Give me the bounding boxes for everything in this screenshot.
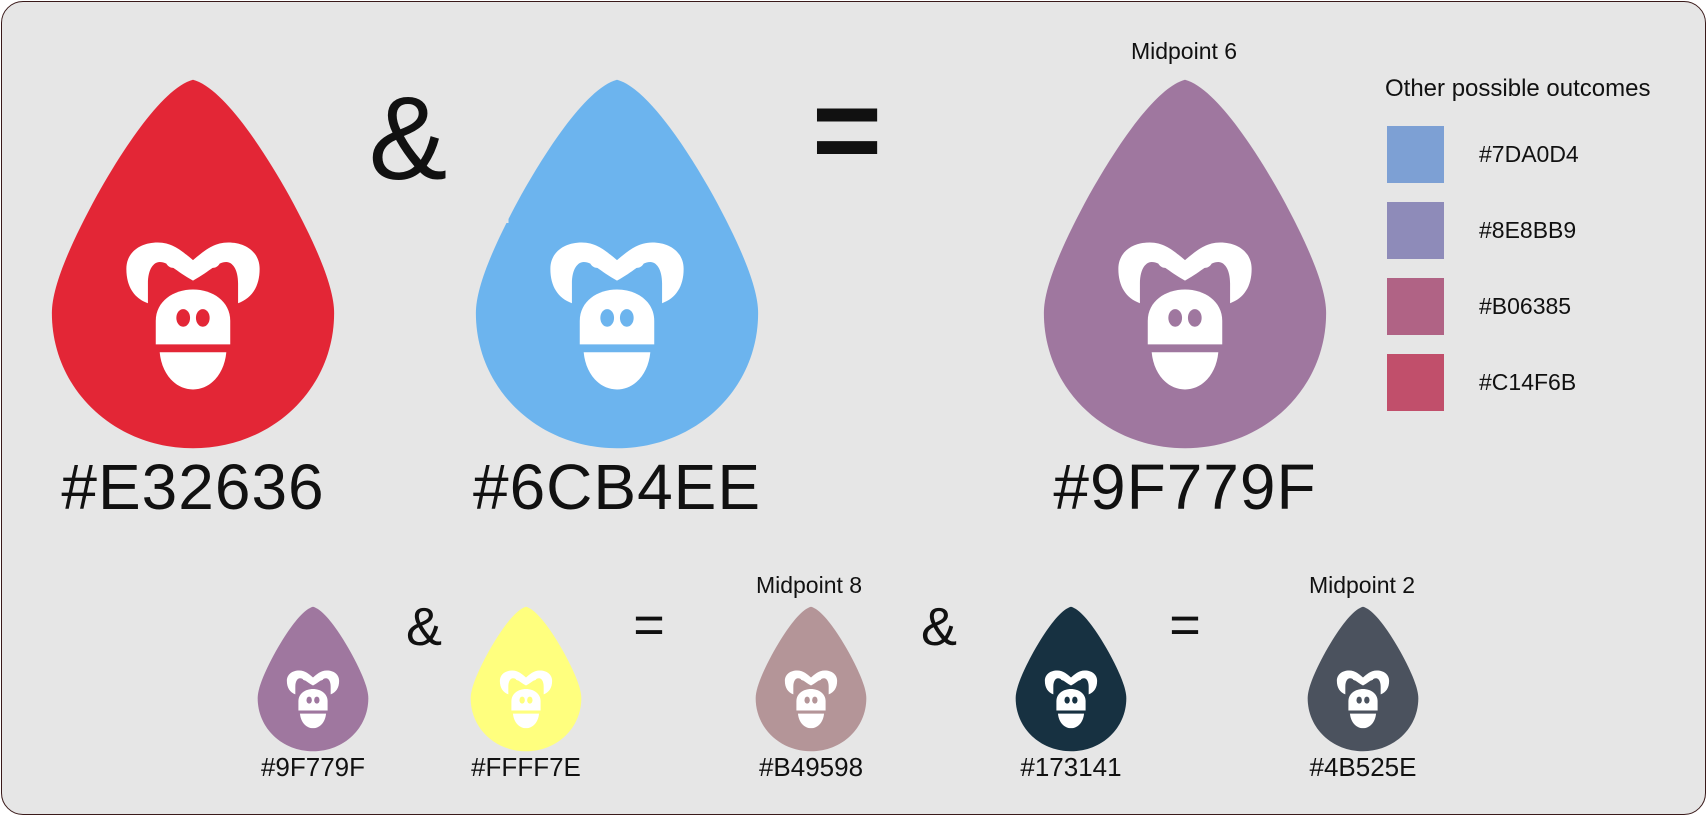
color-hex-label: #B49598 [758, 752, 864, 782]
gorilla-drop-icon [753, 606, 869, 752]
color-swatch [1387, 202, 1444, 259]
color-swatch [1387, 126, 1444, 183]
gorilla-drop-icon [470, 76, 764, 452]
color-hex-label: #FFFF7E [471, 752, 581, 782]
gorilla-drop-icon [1038, 76, 1332, 452]
gorilla-drop-icon [1013, 606, 1129, 752]
gorilla-drop-icon [46, 76, 340, 452]
ampersand-symbol: & [368, 73, 448, 205]
legend-title: Other possible outcomes [1385, 75, 1651, 102]
ampersand-symbol: & [920, 597, 958, 657]
color-hex-label: #9F779F [260, 752, 366, 782]
swatch-hex-label: #8E8BB9 [1479, 217, 1577, 243]
equals-symbol: = [811, 63, 883, 197]
color-hex-label: #4B525E [1309, 752, 1417, 782]
gorilla-drop-icon [468, 606, 584, 752]
color-hex-label: #173141 [1020, 752, 1122, 782]
swatch-hex-label: #B06385 [1479, 293, 1572, 319]
equals-symbol: = [633, 595, 665, 655]
midpoint-label: Midpoint 2 [1308, 572, 1416, 598]
color-swatch [1387, 278, 1444, 335]
equals-symbol: = [1169, 595, 1201, 655]
gorilla-drop-icon [255, 606, 371, 752]
swatch-hex-label: #C14F6B [1479, 369, 1577, 395]
gorilla-drop-icon [1305, 606, 1421, 752]
ampersand-symbol: & [405, 597, 443, 657]
midpoint-label: Midpoint 6 [1130, 38, 1238, 64]
midpoint-label: Midpoint 8 [755, 572, 863, 598]
color-hex-label: #E32636 [61, 451, 325, 523]
color-hex-label: #9F779F [1053, 451, 1317, 523]
color-swatch [1387, 354, 1444, 411]
swatch-hex-label: #7DA0D4 [1479, 141, 1579, 167]
color-hex-label: #6CB4EE [472, 451, 762, 523]
